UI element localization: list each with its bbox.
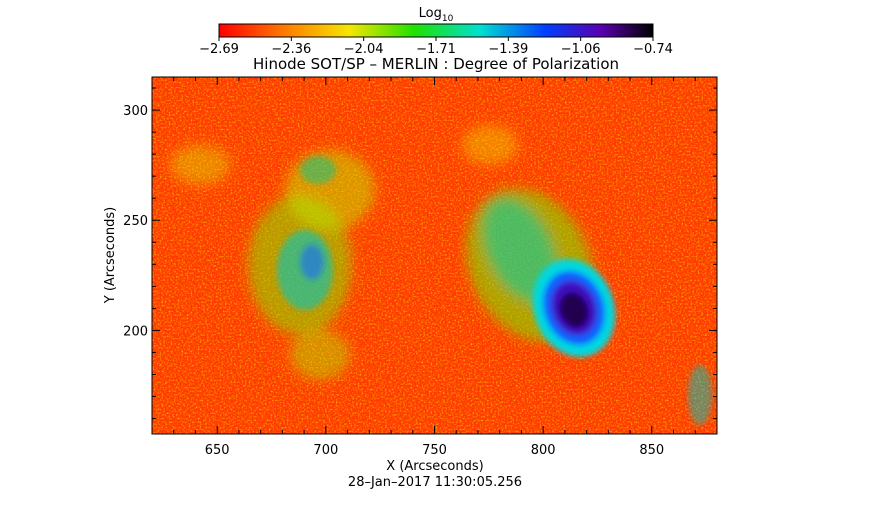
colorbar: Log10 −2.69 −2.36 −2.04 −1.71 −1.39 −1.06 −0.7… (199, 6, 673, 57)
x-tick-label: 650 (205, 443, 230, 458)
heatmap-image (152, 77, 717, 434)
x-axis-label: X (Arcseconds) (386, 459, 483, 474)
colorbar-tick-label: −0.74 (633, 42, 673, 57)
x-tick-label: 750 (422, 443, 447, 458)
timestamp: 28–Jan–2017 11:30:05.256 (348, 475, 522, 490)
x-tick-label: 800 (531, 443, 556, 458)
y-tick-label: 200 (123, 324, 148, 339)
x-tick-label: 700 (313, 443, 338, 458)
colorbar-gradient (218, 23, 654, 38)
y-tick-label: 300 (123, 104, 148, 119)
x-tick-label: 850 (639, 443, 664, 458)
network-plage-core (277, 156, 712, 425)
colorbar-tick-label: −1.71 (416, 42, 456, 57)
colorbar-tick-label: −2.04 (344, 42, 384, 57)
x-axis: 650 700 750 800 850 (173, 77, 696, 458)
colorbar-tick-label: −1.39 (488, 42, 528, 57)
network-plage-region (170, 125, 518, 380)
colorbar-label: Log10 (419, 6, 454, 24)
colorbar-tick-label: −2.36 (271, 42, 311, 57)
colorbar-tick-label: −1.06 (561, 42, 601, 57)
colorbar-tick-label: −2.69 (199, 42, 239, 57)
y-axis-label: Y (Arcseconds) (103, 207, 118, 304)
chart-title: Hinode SOT/SP – MERLIN : Degree of Polar… (253, 55, 619, 73)
y-axis: 200 250 300 (123, 87, 717, 420)
colorbar-ticks: −2.69 −2.36 −2.04 −1.71 −1.39 −1.06 −0.74 (199, 37, 673, 57)
y-tick-label: 250 (123, 214, 148, 229)
sunspot (532, 259, 616, 357)
